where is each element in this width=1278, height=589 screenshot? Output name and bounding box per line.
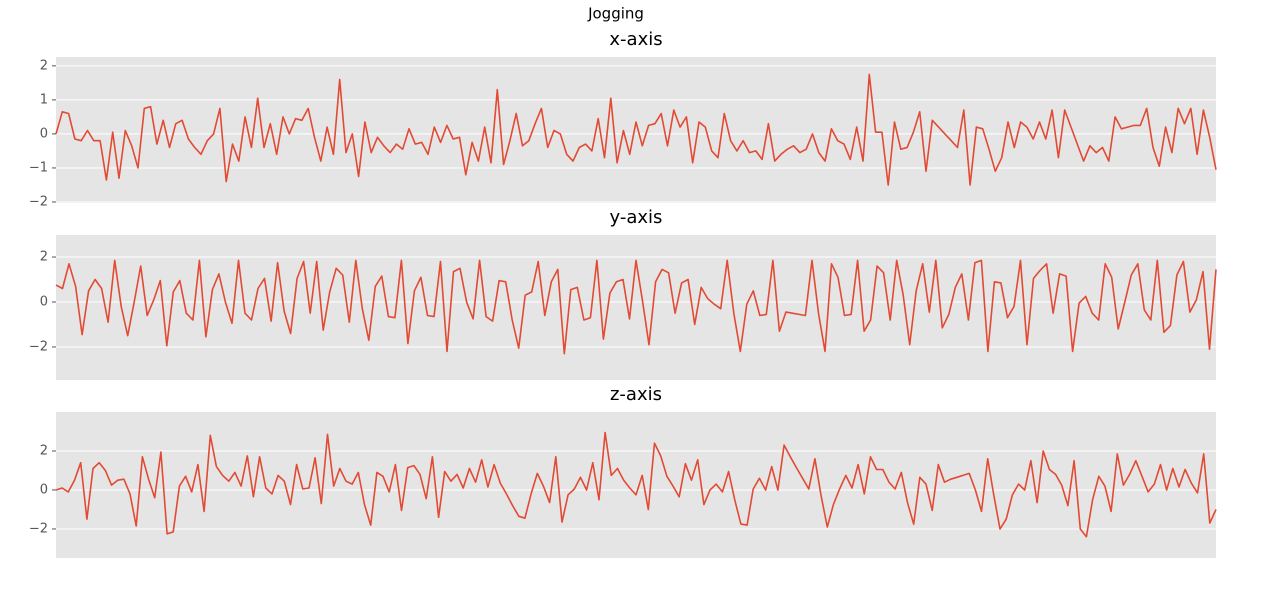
figure-title: Jogging: [587, 5, 644, 23]
data-line: [55, 431, 1217, 538]
y-tick-label: −2: [29, 339, 48, 354]
y-tick-label: −2: [29, 194, 48, 209]
subplot-title: z-axis: [610, 384, 662, 405]
plot-area: [56, 57, 1216, 203]
y-tick-label: 0: [40, 126, 48, 141]
y-tick-label: 0: [40, 482, 48, 497]
y-tick-label: 0: [40, 294, 48, 309]
subplot-title: x-axis: [609, 29, 662, 50]
y-tick-label: −1: [29, 160, 48, 175]
plot-area: [56, 235, 1216, 380]
y-tick-label: 2: [40, 443, 48, 458]
data-line: [55, 73, 1217, 186]
y-tick-label: 1: [40, 92, 48, 107]
data-line: [55, 259, 1217, 355]
subplot-title: y-axis: [610, 207, 663, 228]
plot-area: [56, 412, 1216, 558]
y-tick-label: 2: [40, 250, 48, 265]
y-tick-label: −2: [29, 521, 48, 536]
y-tick-label: 2: [40, 58, 48, 73]
